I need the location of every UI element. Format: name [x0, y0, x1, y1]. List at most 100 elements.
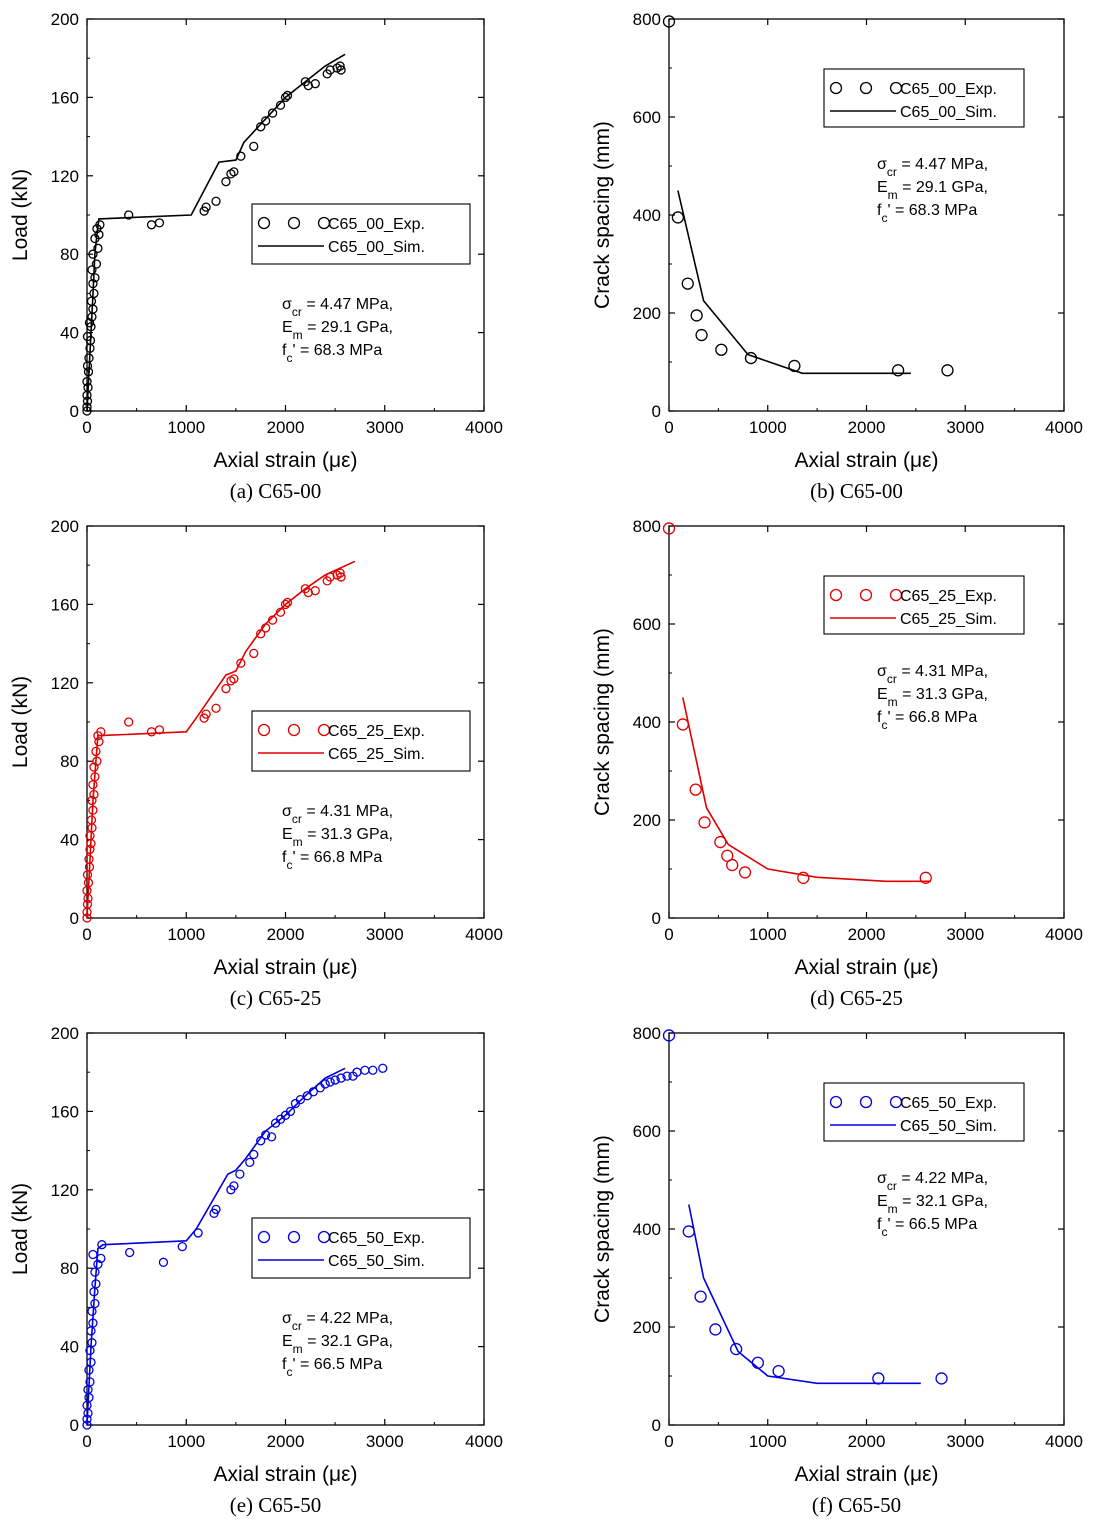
annotation-line: Em = 29.1 GPa, — [282, 319, 393, 342]
exp-data-point — [772, 1364, 785, 1378]
x-tick-label: 4000 — [465, 418, 503, 437]
exp-data-point — [154, 218, 165, 228]
y-axis-label: Load (kN) — [9, 676, 32, 768]
exp-data-point — [698, 816, 711, 829]
exp-data-point — [689, 783, 702, 796]
x-tick-label: 1000 — [749, 418, 787, 437]
x-tick-label: 1000 — [749, 925, 787, 944]
panel-caption: (c) C65-25 — [230, 986, 322, 1010]
y-tick-label: 0 — [70, 402, 79, 421]
sim-series-line — [86, 560, 356, 919]
exp-data-point — [336, 572, 346, 582]
exp-data-point — [245, 1157, 255, 1168]
exp-data-point — [310, 586, 320, 596]
annotation-line: σcr = 4.31 MPa, — [282, 803, 393, 826]
exp-data-point — [282, 90, 293, 101]
exp-data-point — [282, 597, 293, 608]
y-axis-label: Crack spacing (mm) — [591, 1135, 614, 1323]
exp-data-point — [891, 364, 905, 377]
legend-marker — [859, 588, 873, 602]
legend-marker — [287, 1230, 301, 1244]
exp-data-point — [280, 599, 291, 610]
x-tick-label: 3000 — [946, 925, 984, 944]
annotation-line: σcr = 4.31 MPa, — [877, 663, 988, 686]
y-tick-label: 80 — [60, 752, 79, 771]
legend-marker — [257, 216, 271, 230]
exp-data-point — [941, 364, 954, 377]
annotation-line: fc' = 66.8 MPa — [282, 849, 382, 872]
exp-data-point — [249, 141, 259, 152]
sim-series-line — [682, 697, 931, 883]
x-tick-label: 0 — [82, 925, 91, 944]
y-tick-label: 600 — [633, 1122, 661, 1141]
x-tick-label: 1000 — [167, 418, 205, 437]
exp-data-point — [235, 1169, 245, 1179]
exp-data-point — [662, 1029, 676, 1042]
panel-caption: (f) C65-50 — [812, 1493, 901, 1517]
legend-box — [251, 1217, 471, 1279]
exp-data-point — [738, 866, 752, 879]
y-tick-label: 200 — [51, 517, 79, 536]
x-tick-label: 2000 — [267, 1432, 305, 1451]
legend-box — [251, 203, 471, 265]
exp-data-point — [124, 717, 134, 727]
x-tick-label: 3000 — [366, 418, 404, 437]
exp-data-point — [325, 1077, 335, 1087]
exp-data-point — [662, 522, 676, 535]
annotation-line: Em = 29.1 GPa, — [877, 179, 988, 202]
exp-data-point — [146, 220, 157, 230]
x-axis-label: Axial strain (με) — [795, 956, 939, 979]
exp-data-point — [336, 1073, 346, 1083]
exp-data-point — [797, 871, 810, 884]
exp-data-point — [88, 780, 98, 790]
y-tick-label: 40 — [60, 831, 79, 850]
exp-data-point — [320, 1079, 330, 1089]
exp-data-point — [280, 92, 291, 103]
exp-data-point — [368, 1065, 378, 1075]
y-tick-label: 160 — [51, 88, 79, 107]
exp-data-point — [87, 1306, 97, 1316]
legend-marker — [317, 723, 331, 737]
x-axis-label: Axial strain (με) — [214, 956, 358, 979]
y-tick-label: 120 — [51, 1181, 79, 1200]
exp-data-point — [256, 122, 266, 132]
x-tick-label: 1000 — [167, 1432, 205, 1451]
exp-data-point — [751, 1356, 765, 1369]
annotation-line: σcr = 4.22 MPa, — [877, 1170, 988, 1193]
y-tick-label: 800 — [633, 10, 661, 29]
exp-data-point — [211, 703, 221, 713]
y-tick-label: 120 — [51, 674, 79, 693]
x-tick-label: 3000 — [366, 925, 404, 944]
x-tick-label: 4000 — [1045, 418, 1083, 437]
y-tick-label: 0 — [70, 909, 79, 928]
exp-data-point — [94, 229, 104, 240]
exp-data-point — [919, 871, 932, 884]
exp-data-point — [249, 648, 259, 659]
panel-caption: (b) C65-00 — [810, 479, 903, 503]
y-tick-label: 800 — [633, 517, 661, 536]
exp-data-point — [721, 849, 734, 862]
exp-data-point — [249, 1149, 259, 1160]
exp-data-point — [87, 795, 97, 806]
x-tick-label: 2000 — [267, 418, 305, 437]
y-tick-label: 400 — [633, 1220, 661, 1239]
legend-label-sim: C65_00_Sim. — [900, 104, 997, 121]
x-tick-label: 1000 — [749, 1432, 787, 1451]
legend-marker — [829, 81, 843, 95]
exp-data-point — [267, 108, 278, 118]
x-tick-label: 0 — [664, 925, 673, 944]
x-tick-label: 4000 — [465, 925, 503, 944]
chart-panel: 0 1000 2000 3000 4000 0 40 80 120 160 200 Axial str… — [9, 1024, 503, 1517]
exp-data-point — [330, 1075, 340, 1085]
x-tick-label: 2000 — [848, 418, 886, 437]
legend-marker — [859, 1095, 873, 1109]
y-tick-label: 160 — [51, 1102, 79, 1121]
x-tick-label: 0 — [82, 1432, 91, 1451]
exp-data-point — [95, 220, 105, 230]
annotation-line: fc' = 66.8 MPa — [877, 709, 977, 732]
legend-label-exp: C65_25_Exp. — [328, 723, 425, 740]
legend-label-exp: C65_00_Exp. — [328, 216, 425, 233]
annotation-line: σcr = 4.22 MPa, — [282, 1310, 393, 1333]
exp-data-point — [124, 210, 134, 220]
